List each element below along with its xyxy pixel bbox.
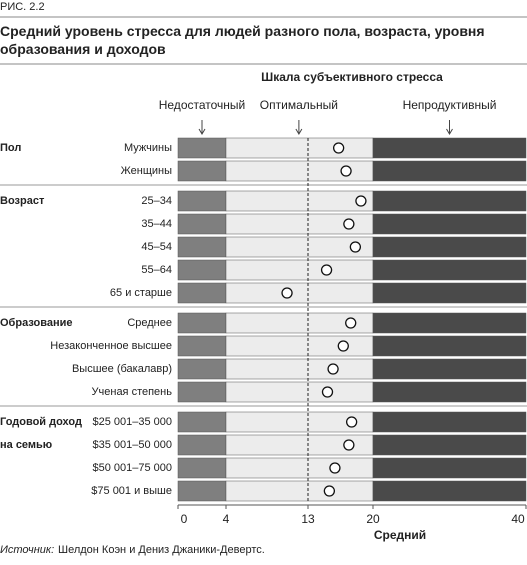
dot: [320, 264, 333, 276]
x-tick-label: 20: [366, 512, 380, 526]
row-label: 45–54: [141, 241, 172, 253]
band: [372, 457, 527, 479]
band: [372, 358, 527, 380]
dot: [355, 195, 367, 207]
row-label: 35–44: [141, 218, 172, 230]
band: [177, 213, 227, 235]
x-tick-label: 13: [301, 512, 315, 526]
row-label: Мужчины: [124, 142, 172, 154]
band: [225, 282, 374, 304]
band: [372, 282, 527, 304]
band: [225, 190, 374, 212]
arrow-head: [198, 128, 206, 135]
band: [372, 381, 527, 403]
dot: [343, 218, 355, 230]
bands: [177, 137, 527, 502]
band: [177, 381, 227, 403]
row-label: Ученая степень: [92, 386, 173, 398]
dot: [349, 241, 362, 253]
band: [372, 190, 527, 212]
band: [225, 358, 374, 380]
band: [177, 434, 227, 456]
row-label: $25 001–35 000: [92, 416, 172, 428]
dot: [327, 363, 339, 375]
group-label: на семью: [0, 439, 52, 451]
band: [225, 381, 374, 403]
group-label: Образование: [0, 317, 73, 329]
x-tick-label: 0: [181, 512, 188, 526]
band: [225, 457, 374, 479]
band: [177, 190, 227, 212]
dot: [332, 142, 345, 154]
figure-label: РИС. 2.2: [0, 1, 45, 13]
dots: [281, 138, 367, 503]
row-label: Среднее: [127, 317, 172, 329]
zone-label: Непродуктивный: [403, 98, 497, 112]
band: [225, 335, 374, 357]
dot: [321, 386, 334, 398]
zone-label: Недостаточный: [159, 98, 246, 112]
row-label: 55–64: [141, 264, 172, 276]
row-label: $35 001–50 000: [92, 439, 172, 451]
dot: [345, 317, 357, 329]
row-label: Незаконченное высшее: [50, 340, 172, 352]
source: Шелдон Коэн и Дениз Джаники-Девертс.: [58, 544, 265, 556]
scale-title: Шкала субъективного стресса: [261, 70, 443, 84]
band: [225, 259, 374, 281]
row-label: 65 и старше: [110, 287, 172, 299]
dot: [337, 340, 349, 352]
x-tick-label: 40: [511, 512, 525, 526]
band: [177, 236, 227, 258]
band: [225, 137, 374, 159]
source-label: Источник:: [0, 544, 54, 556]
zone-label: Оптимальный: [260, 98, 338, 112]
dot: [343, 439, 355, 451]
row-label: Высшее (бакалавр): [72, 363, 172, 375]
band: [177, 282, 227, 304]
dot: [329, 462, 341, 474]
band: [372, 480, 527, 502]
row-label: $75 001 и выше: [91, 485, 172, 497]
band: [177, 312, 227, 334]
band: [177, 480, 227, 502]
band: [177, 457, 227, 479]
band: [177, 335, 227, 357]
band: [372, 236, 527, 258]
band: [372, 411, 527, 433]
band: [177, 358, 227, 380]
band: [225, 480, 374, 502]
chart-title: Средний уровень стресса для людей разног…: [0, 23, 485, 57]
dot: [323, 485, 336, 497]
band: [177, 259, 227, 281]
dot: [340, 165, 352, 177]
dot: [281, 287, 293, 299]
band: [372, 312, 527, 334]
group-label: Пол: [0, 142, 21, 154]
band: [372, 434, 527, 456]
group-label: Годовой доход: [0, 416, 82, 428]
band: [372, 335, 527, 357]
row-label: Женщины: [121, 165, 172, 177]
group-label: Возраст: [0, 195, 45, 207]
row-label: $50 001–75 000: [92, 462, 172, 474]
dot: [345, 416, 358, 428]
band: [177, 411, 227, 433]
arrow-head: [295, 128, 303, 135]
band: [372, 160, 527, 182]
band: [372, 213, 527, 235]
row-label: 25–34: [141, 195, 172, 207]
band: [372, 137, 527, 159]
arrow-head: [446, 128, 453, 135]
band: [177, 160, 227, 182]
x-tick-label: 4: [223, 512, 230, 526]
x-axis-title: Средний: [374, 528, 426, 542]
band: [177, 137, 227, 159]
band: [372, 259, 527, 281]
